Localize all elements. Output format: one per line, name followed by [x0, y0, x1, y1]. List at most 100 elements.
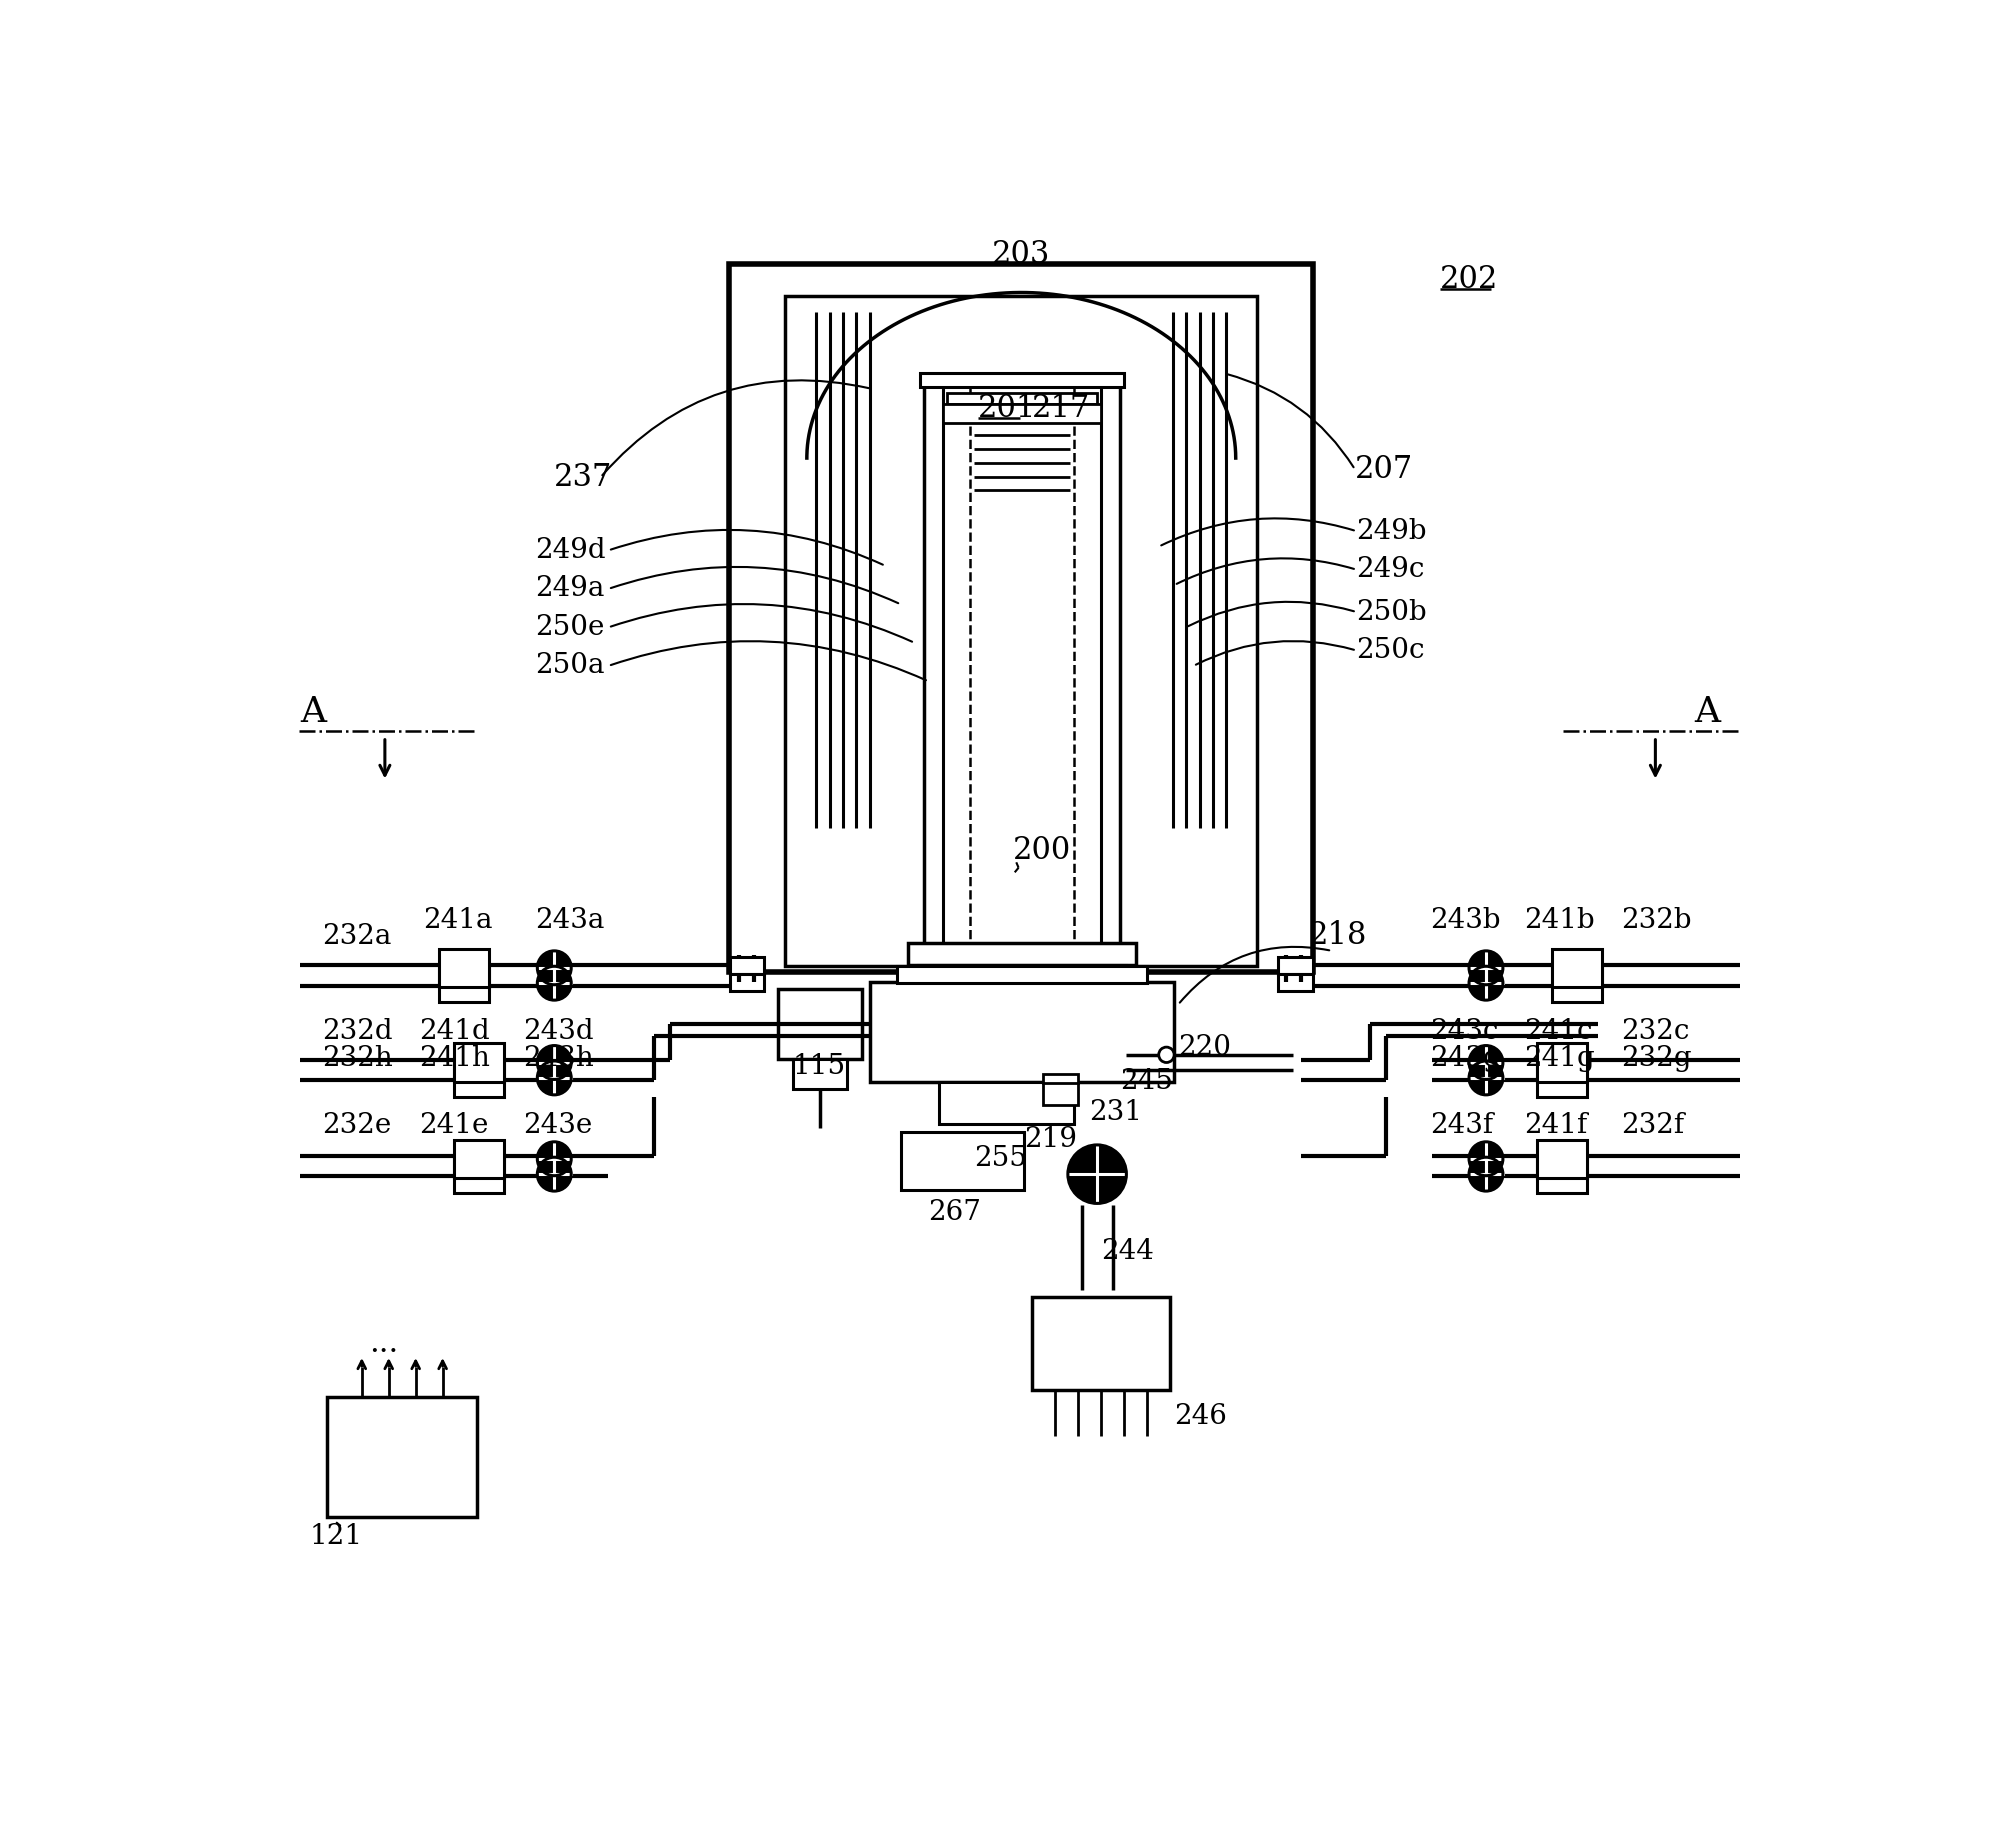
Text: 243b: 243b: [1430, 907, 1502, 934]
Text: 243d: 243d: [524, 1018, 594, 1046]
Text: 232e: 232e: [323, 1111, 390, 1139]
Text: 200: 200: [1012, 835, 1070, 866]
Polygon shape: [1068, 1144, 1125, 1203]
Text: 203: 203: [992, 238, 1050, 269]
Text: 232c: 232c: [1621, 1018, 1689, 1046]
Text: 250c: 250c: [1357, 638, 1424, 664]
Text: 249c: 249c: [1357, 556, 1424, 583]
Bar: [1279, 974, 1313, 991]
Text: 243h: 243h: [524, 1046, 594, 1073]
Text: 232f: 232f: [1621, 1111, 1683, 1139]
Bar: [729, 974, 765, 991]
Polygon shape: [1468, 967, 1502, 1000]
Bar: [438, 949, 488, 987]
Text: 218: 218: [1309, 919, 1367, 951]
Text: A: A: [301, 695, 327, 729]
Polygon shape: [538, 1046, 572, 1080]
Text: 232g: 232g: [1621, 1046, 1691, 1073]
Polygon shape: [1468, 1142, 1502, 1175]
Bar: [454, 1155, 504, 1194]
Text: 231: 231: [1090, 1099, 1143, 1126]
Circle shape: [1159, 1047, 1173, 1062]
Text: 255: 255: [974, 1146, 1026, 1172]
Text: 246: 246: [1173, 1404, 1227, 1429]
Text: 241f: 241f: [1524, 1111, 1588, 1139]
Bar: [1552, 949, 1602, 987]
Bar: [1552, 963, 1602, 1002]
Polygon shape: [1468, 951, 1502, 985]
Bar: [1032, 1298, 1169, 1389]
Text: 232d: 232d: [323, 1018, 392, 1046]
Bar: [920, 373, 1123, 388]
Text: 243c: 243c: [1430, 1018, 1498, 1046]
Bar: [1536, 1044, 1588, 1082]
Text: 237: 237: [554, 462, 614, 494]
Bar: [896, 967, 1147, 983]
Text: 249a: 249a: [536, 576, 604, 603]
Bar: [777, 989, 863, 1058]
Text: 241b: 241b: [1524, 907, 1596, 934]
Text: 232b: 232b: [1621, 907, 1691, 934]
Bar: [1044, 1075, 1078, 1084]
Bar: [793, 1058, 847, 1089]
Bar: [1536, 1139, 1588, 1177]
Text: 249d: 249d: [536, 537, 606, 565]
Polygon shape: [1468, 1046, 1502, 1080]
Text: 241h: 241h: [420, 1046, 490, 1073]
Bar: [438, 963, 488, 1002]
Bar: [454, 1058, 504, 1097]
Text: 245: 245: [1120, 1068, 1173, 1095]
Bar: [1536, 1058, 1588, 1097]
Text: 241d: 241d: [420, 1018, 490, 1046]
Text: 202: 202: [1440, 263, 1498, 294]
Text: 217: 217: [1032, 393, 1090, 424]
Text: 115: 115: [793, 1053, 847, 1080]
Text: 250e: 250e: [536, 614, 604, 642]
Bar: [1536, 1155, 1588, 1194]
Text: 241g: 241g: [1524, 1046, 1596, 1073]
Text: 250a: 250a: [536, 653, 604, 680]
Text: 201: 201: [978, 393, 1036, 424]
Bar: [1279, 958, 1313, 974]
Polygon shape: [1468, 1157, 1502, 1192]
Text: 243g: 243g: [1430, 1046, 1502, 1073]
Text: 207: 207: [1355, 453, 1414, 484]
Polygon shape: [538, 1142, 572, 1175]
Text: 232h: 232h: [323, 1046, 392, 1073]
Text: A: A: [1693, 695, 1719, 729]
Text: 243a: 243a: [536, 907, 604, 934]
Text: 244: 244: [1102, 1238, 1153, 1265]
Text: 220: 220: [1177, 1033, 1231, 1060]
Bar: [871, 982, 1173, 1082]
Bar: [327, 1397, 478, 1517]
Bar: [940, 1082, 1074, 1124]
Bar: [1044, 1082, 1078, 1104]
Bar: [908, 943, 1135, 965]
Text: 267: 267: [928, 1199, 980, 1227]
Text: 250b: 250b: [1357, 598, 1426, 625]
Bar: [942, 404, 1102, 424]
Text: 243e: 243e: [524, 1111, 594, 1139]
Text: 232a: 232a: [323, 923, 390, 951]
Polygon shape: [538, 1060, 572, 1095]
Text: 241c: 241c: [1524, 1018, 1594, 1046]
Polygon shape: [1468, 1060, 1502, 1095]
Text: 241e: 241e: [420, 1111, 488, 1139]
Text: 121: 121: [309, 1523, 363, 1550]
Bar: [900, 1132, 1024, 1190]
Text: ...: ...: [369, 1329, 398, 1358]
Bar: [454, 1139, 504, 1177]
Text: 249b: 249b: [1357, 517, 1426, 545]
Text: 243f: 243f: [1430, 1111, 1494, 1139]
Bar: [454, 1044, 504, 1082]
Polygon shape: [538, 1157, 572, 1192]
Bar: [729, 263, 1313, 972]
Bar: [729, 958, 765, 974]
Polygon shape: [538, 951, 572, 985]
Text: 219: 219: [1024, 1126, 1078, 1153]
Polygon shape: [538, 967, 572, 1000]
Bar: [946, 393, 1098, 404]
Bar: [918, 965, 1125, 982]
Text: 241a: 241a: [424, 907, 492, 934]
Bar: [785, 296, 1257, 967]
